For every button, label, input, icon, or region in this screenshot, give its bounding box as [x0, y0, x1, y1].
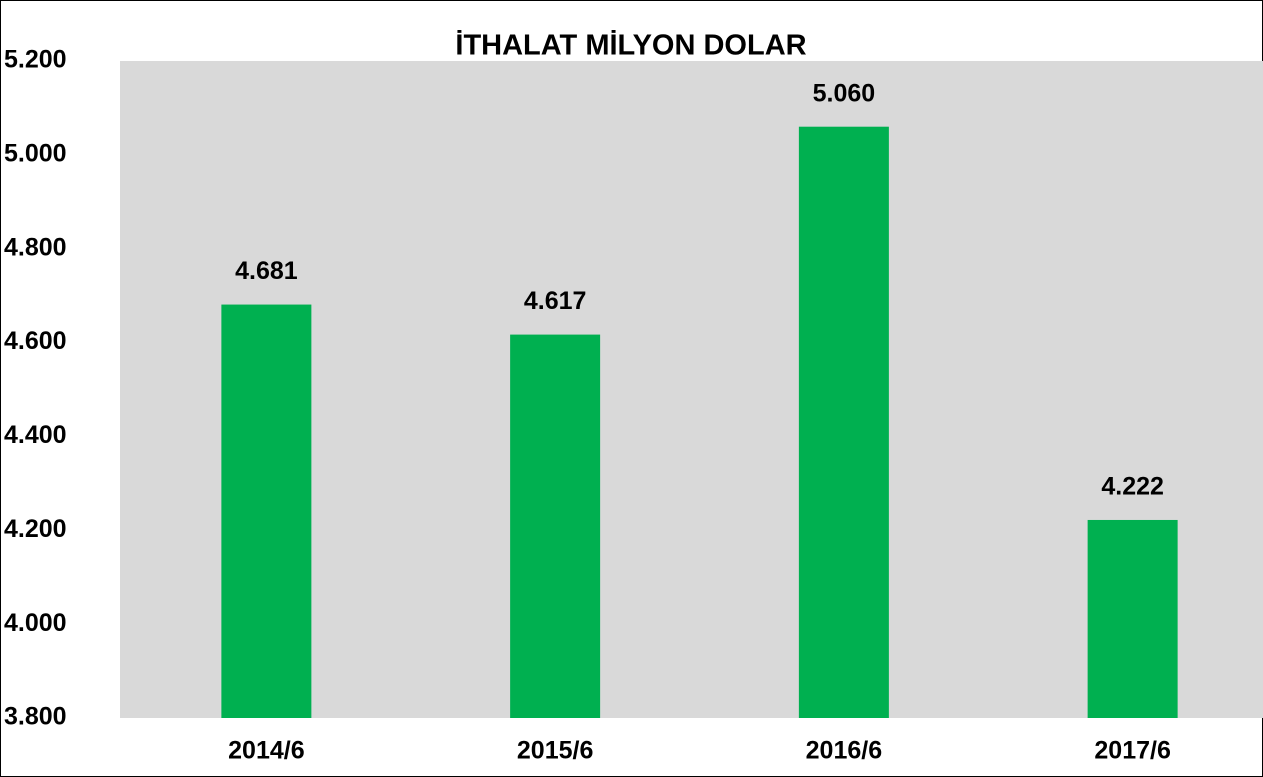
bar: [798, 126, 889, 718]
chart-title: İTHALAT MİLYON DOLAR: [455, 30, 806, 62]
y-tick-label: 3.800: [4, 703, 67, 731]
bar: [510, 334, 601, 718]
y-tick-label: 4.800: [4, 233, 67, 261]
bar: [1087, 519, 1178, 718]
data-label: 4.681: [235, 257, 298, 285]
x-tick-label: 2014/6: [228, 737, 304, 765]
y-tick-label: 4.200: [4, 515, 67, 543]
y-tick-label: 5.000: [4, 139, 67, 167]
y-tick-label: 4.600: [4, 327, 67, 355]
data-label: 5.060: [813, 79, 876, 107]
y-tick-label: 5.200: [4, 46, 67, 74]
x-tick-label: 2017/6: [1094, 737, 1170, 765]
data-label: 4.222: [1101, 473, 1164, 501]
x-tick-label: 2015/6: [517, 737, 593, 765]
data-label: 4.617: [524, 287, 587, 315]
y-tick-label: 4.400: [4, 421, 67, 449]
y-tick-label: 4.000: [4, 609, 67, 637]
x-tick-label: 2016/6: [806, 737, 882, 765]
bar: [221, 304, 312, 718]
